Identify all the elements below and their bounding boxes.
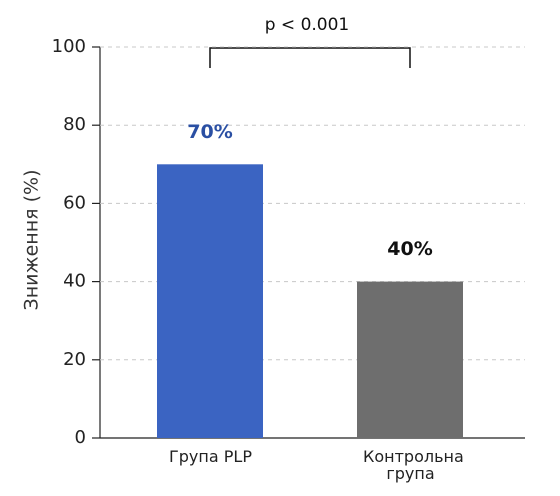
y-tick-label: 100 bbox=[52, 36, 86, 57]
bar bbox=[157, 164, 263, 439]
x-tick-label: Група PLP bbox=[169, 447, 252, 466]
significance-bracket bbox=[209, 47, 411, 68]
y-tick-label: 20 bbox=[63, 349, 86, 370]
p-value-annotation: p < 0.001 bbox=[265, 15, 350, 35]
y-axis-label: Зниження (%) bbox=[21, 170, 43, 311]
y-tick-label: 80 bbox=[63, 114, 86, 135]
y-tick-label: 60 bbox=[63, 192, 86, 213]
value-label: 70% bbox=[187, 121, 232, 143]
y-tick-label: 0 bbox=[75, 427, 86, 448]
y-tick-label: 40 bbox=[63, 271, 86, 292]
bar bbox=[357, 281, 463, 438]
value-label: 40% bbox=[387, 238, 432, 260]
x-tick-label: Контрольна група bbox=[363, 447, 464, 483]
